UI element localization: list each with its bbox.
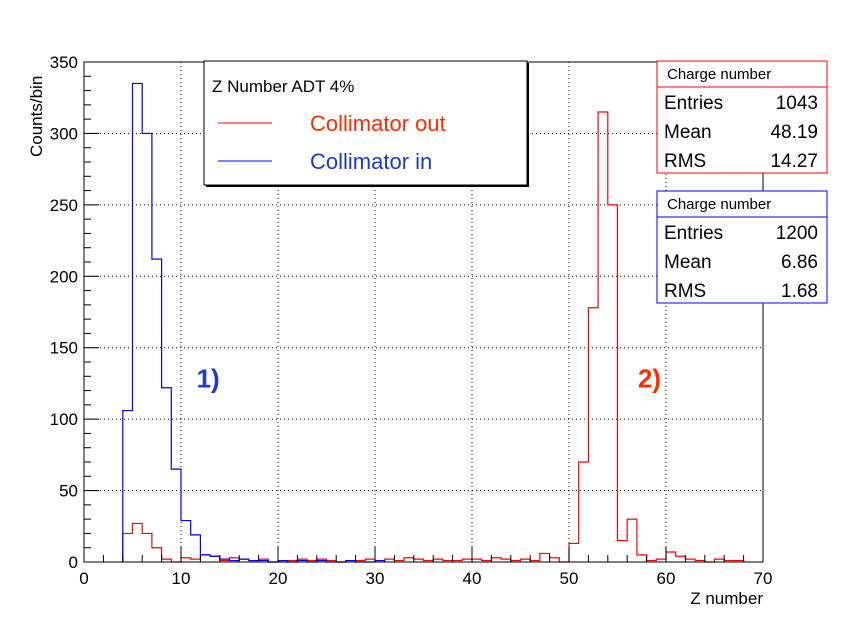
stat-box-collimator-out: Charge number Entries 1043 Mean 48.19 RM… — [656, 60, 828, 174]
legend-shadow-bottom — [206, 185, 529, 187]
stat-label-rms: RMS — [664, 151, 706, 172]
legend: Z Number ADT 4% Collimator out Collimato… — [203, 60, 529, 187]
stat-label-entries: Entries — [664, 223, 723, 244]
stat-label-rms: RMS — [664, 281, 706, 302]
x-axis-label: Z number — [690, 589, 763, 608]
legend-label-collimator-out: Collimator out — [310, 111, 446, 136]
y-tick-label: 250 — [50, 196, 78, 215]
x-tick-label: 30 — [366, 569, 385, 588]
stat-value-mean: 6.86 — [781, 252, 818, 273]
x-tick-label: 40 — [463, 569, 482, 588]
y-axis-label: Counts/bin — [27, 76, 46, 157]
stat-label-mean: Mean — [664, 252, 712, 273]
x-tick-label: 20 — [269, 569, 288, 588]
y-tick-label: 150 — [50, 339, 78, 358]
stat-box-title: Charge number — [667, 196, 771, 213]
y-tick-label: 300 — [50, 124, 78, 143]
stat-box-title: Charge number — [667, 66, 771, 83]
y-tick-label: 200 — [50, 267, 78, 286]
annotation-label-1: 1) — [197, 364, 220, 394]
stat-label-entries: Entries — [664, 93, 723, 114]
x-tick-label: 10 — [172, 569, 191, 588]
stat-value-rms: 1.68 — [781, 281, 818, 302]
legend-label-collimator-in: Collimator in — [310, 149, 432, 174]
x-tick-label: 70 — [754, 569, 773, 588]
y-tick-label: 350 — [50, 53, 78, 72]
x-tick-label: 0 — [79, 569, 88, 588]
stat-value-rms: 14.27 — [770, 151, 818, 172]
annotations: 1) 2) — [197, 364, 661, 394]
stat-value-mean: 48.19 — [770, 122, 818, 143]
stat-value-entries: 1200 — [776, 223, 818, 244]
stat-label-mean: Mean — [664, 122, 712, 143]
y-tick-label: 100 — [50, 410, 78, 429]
x-tick-label: 60 — [657, 569, 676, 588]
axis-ticks: 0 10 20 30 40 50 60 70 0 50 100 150 200 250 300 350 — [50, 53, 773, 588]
stat-value-entries: 1043 — [776, 93, 818, 114]
x-tick-label: 50 — [560, 569, 579, 588]
legend-shadow-right — [527, 63, 529, 187]
legend-title: Z Number ADT 4% — [212, 77, 354, 96]
annotation-label-2: 2) — [638, 364, 661, 394]
y-tick-label: 50 — [59, 482, 78, 501]
stat-box-collimator-in: Charge number Entries 1200 Mean 6.86 RMS… — [656, 190, 828, 304]
y-tick-label: 0 — [69, 553, 78, 572]
